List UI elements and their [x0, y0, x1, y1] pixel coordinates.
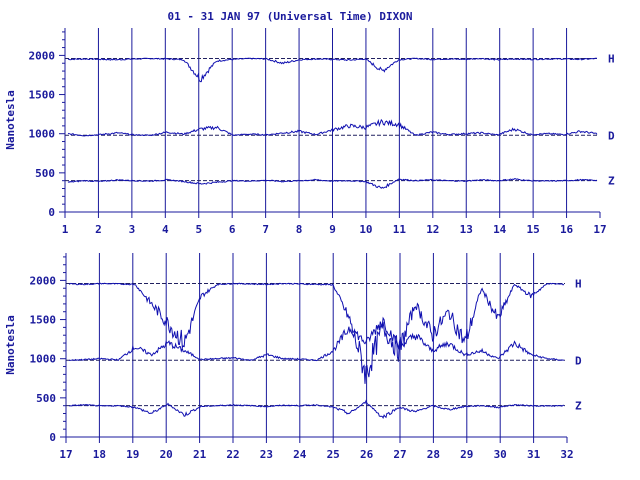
y-tick-label: 500	[36, 392, 56, 405]
x-tick-label: 29	[460, 448, 473, 461]
x-tick-label: 25	[327, 448, 340, 461]
series-label-d: D	[575, 354, 582, 367]
panel-lower: 17 18 19 20 21 22 23 24 25 26 27 28 29 30 31 32 0 500 1000…	[4, 253, 582, 461]
y-tick-label: 500	[35, 167, 55, 180]
x-tick-label: 17	[593, 223, 606, 236]
trace-h	[68, 282, 565, 384]
x-tick-label: 32	[560, 448, 573, 461]
x-tick-label: 8	[296, 223, 303, 236]
x-tick-label: 15	[527, 223, 540, 236]
series-label-d: D	[608, 129, 615, 142]
x-tick-label: 23	[260, 448, 273, 461]
series-label-h: H	[575, 278, 582, 291]
panel-upper: 1 2 3 4 5 6 7 8 9 10 11 12 13 14 15 16 17050010001500200…	[4, 28, 615, 236]
trace-h	[67, 57, 598, 83]
x-tick-label: 12	[426, 223, 439, 236]
x-tick-label: 4	[162, 223, 169, 236]
x-tick-label: 31	[527, 448, 541, 461]
trace-d	[67, 118, 598, 137]
x-tick-label: 1	[62, 223, 69, 236]
y-tick-label: 2000	[29, 49, 56, 62]
trace-d	[68, 316, 565, 362]
y-tick-label: 1500	[29, 89, 56, 102]
x-tick-label: 10	[359, 223, 372, 236]
y-tick-label: 0	[49, 431, 56, 444]
x-tick-label: 9	[329, 223, 336, 236]
x-tick-label: 26	[360, 448, 374, 461]
x-tick-label: 5	[195, 223, 202, 236]
series-label-h: H	[608, 53, 615, 66]
series-label-z: Z	[608, 175, 615, 188]
y-axis-label: Nanotesla	[4, 315, 17, 375]
x-tick-label: 27	[393, 448, 406, 461]
y-tick-label: 1500	[30, 314, 57, 327]
x-tick-label: 2	[95, 223, 102, 236]
trace-z	[68, 399, 565, 420]
x-tick-label: 13	[460, 223, 473, 236]
y-tick-label: 0	[48, 206, 55, 219]
trace-z	[67, 178, 598, 189]
x-tick-label: 19	[126, 448, 139, 461]
y-tick-label: 1000	[29, 128, 56, 141]
y-tick-label: 1000	[30, 353, 57, 366]
x-tick-label: 17	[59, 448, 72, 461]
series-label-z: Z	[575, 400, 582, 413]
x-tick-label: 16	[560, 223, 574, 236]
x-tick-label: 7	[262, 223, 269, 236]
x-tick-label: 18	[93, 448, 106, 461]
x-tick-label: 30	[494, 448, 507, 461]
chart-title: 01 - 31 JAN 97 (Universal Time) DIXON	[167, 10, 412, 23]
x-tick-label: 11	[393, 223, 407, 236]
x-tick-label: 21	[193, 448, 207, 461]
x-tick-label: 3	[129, 223, 136, 236]
x-tick-label: 20	[160, 448, 173, 461]
x-tick-label: 24	[293, 448, 307, 461]
y-axis-label: Nanotesla	[4, 90, 17, 150]
x-tick-label: 22	[226, 448, 239, 461]
x-tick-label: 14	[493, 223, 507, 236]
y-tick-label: 2000	[30, 274, 57, 287]
x-tick-label: 28	[427, 448, 440, 461]
x-tick-label: 6	[229, 223, 236, 236]
